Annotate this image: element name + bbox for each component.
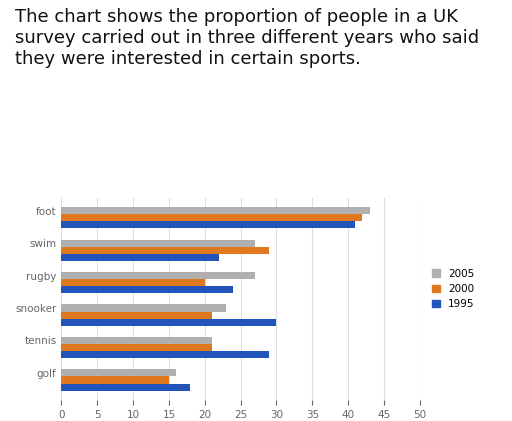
Bar	[61, 337, 212, 344]
Bar	[61, 214, 362, 221]
Bar	[61, 272, 255, 279]
Bar	[61, 376, 169, 384]
Text: The chart shows the proportion of people in a UK
survey carried out in three dif: The chart shows the proportion of people…	[15, 8, 479, 68]
Bar	[61, 279, 205, 286]
Legend: 2005, 2000, 1995: 2005, 2000, 1995	[432, 269, 474, 309]
Bar	[61, 304, 226, 312]
Bar	[61, 319, 276, 326]
Bar	[61, 221, 355, 229]
Bar	[61, 344, 212, 351]
Bar	[61, 240, 255, 247]
Bar	[61, 351, 269, 358]
Bar	[61, 207, 370, 214]
Bar	[61, 254, 219, 261]
Bar	[61, 286, 233, 293]
Bar	[61, 312, 212, 319]
Bar	[61, 369, 176, 376]
Bar	[61, 247, 269, 254]
Bar	[61, 384, 190, 391]
